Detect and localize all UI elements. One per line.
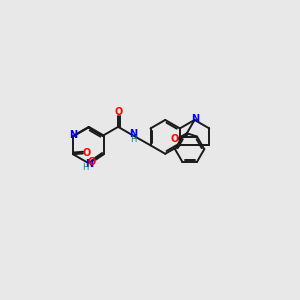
Text: N: N — [85, 159, 93, 169]
Text: O: O — [170, 134, 178, 144]
Text: O: O — [88, 157, 96, 167]
Text: H: H — [130, 135, 137, 144]
Text: N: N — [130, 129, 138, 139]
Text: O: O — [83, 148, 91, 158]
Text: N: N — [191, 114, 200, 124]
Text: O: O — [115, 107, 123, 117]
Text: H: H — [82, 163, 88, 172]
Text: N: N — [69, 130, 77, 140]
